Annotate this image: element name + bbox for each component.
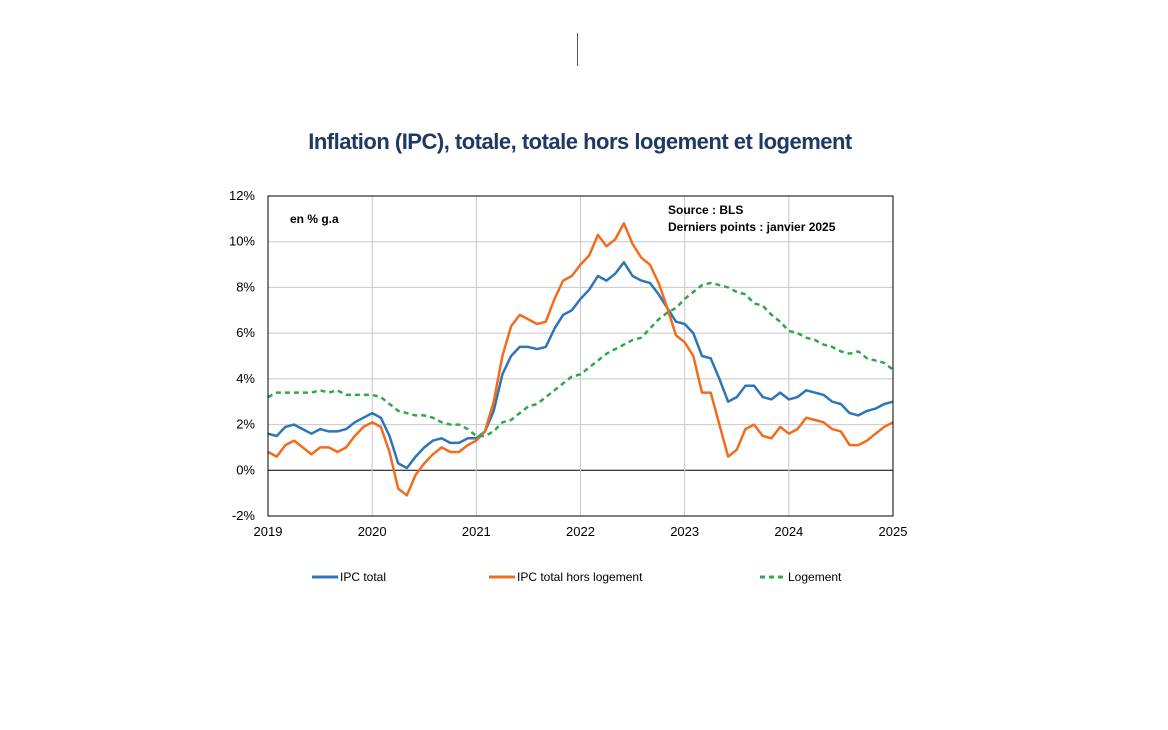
x-tick-label: 2024 — [774, 524, 803, 539]
chart-title: Inflation (IPC), totale, totale hors log… — [308, 129, 852, 154]
series-layer — [267, 222, 894, 497]
y-tick-label: 8% — [236, 279, 255, 294]
y-tick-label: 2% — [236, 417, 255, 432]
x-tick-label: 2023 — [670, 524, 699, 539]
y-tick-label: 6% — [236, 325, 255, 340]
y-tick-label: 4% — [236, 371, 255, 386]
series-line-logement — [267, 281, 894, 438]
x-tick-label: 2022 — [566, 524, 595, 539]
legend-label: IPC total — [340, 570, 386, 584]
x-tick-label: 2021 — [462, 524, 491, 539]
y-tick-label: 10% — [229, 234, 255, 249]
x-tick-label: 2025 — [879, 524, 908, 539]
unit-label: en % g.a — [290, 212, 339, 226]
legend: IPC total IPC total hors logement Logement — [312, 570, 842, 584]
plot-frame — [267, 195, 894, 517]
series-line-ipc-total-hors-logement — [267, 222, 894, 497]
y-tick-label: 12% — [229, 188, 255, 203]
legend-label: IPC total hors logement — [517, 570, 643, 584]
grid-layer — [268, 195, 893, 517]
legend-label: Logement — [788, 570, 842, 584]
y-tick-label: 0% — [236, 462, 255, 477]
source-note-line-1: Source : BLS — [668, 203, 743, 217]
x-tick-label: 2020 — [358, 524, 387, 539]
x-tick-label: 2019 — [254, 524, 283, 539]
text-cursor-mark — [577, 33, 578, 66]
axis-layer: -2% 0% 2% 4% 6% 8% 10% 12% 2019 2020 2021 2022 2023 2… — [229, 188, 907, 539]
y-tick-label: -2% — [232, 508, 256, 523]
source-note-line-2: Derniers points : janvier 2025 — [668, 220, 836, 234]
series-line-ipc-total — [267, 261, 894, 470]
